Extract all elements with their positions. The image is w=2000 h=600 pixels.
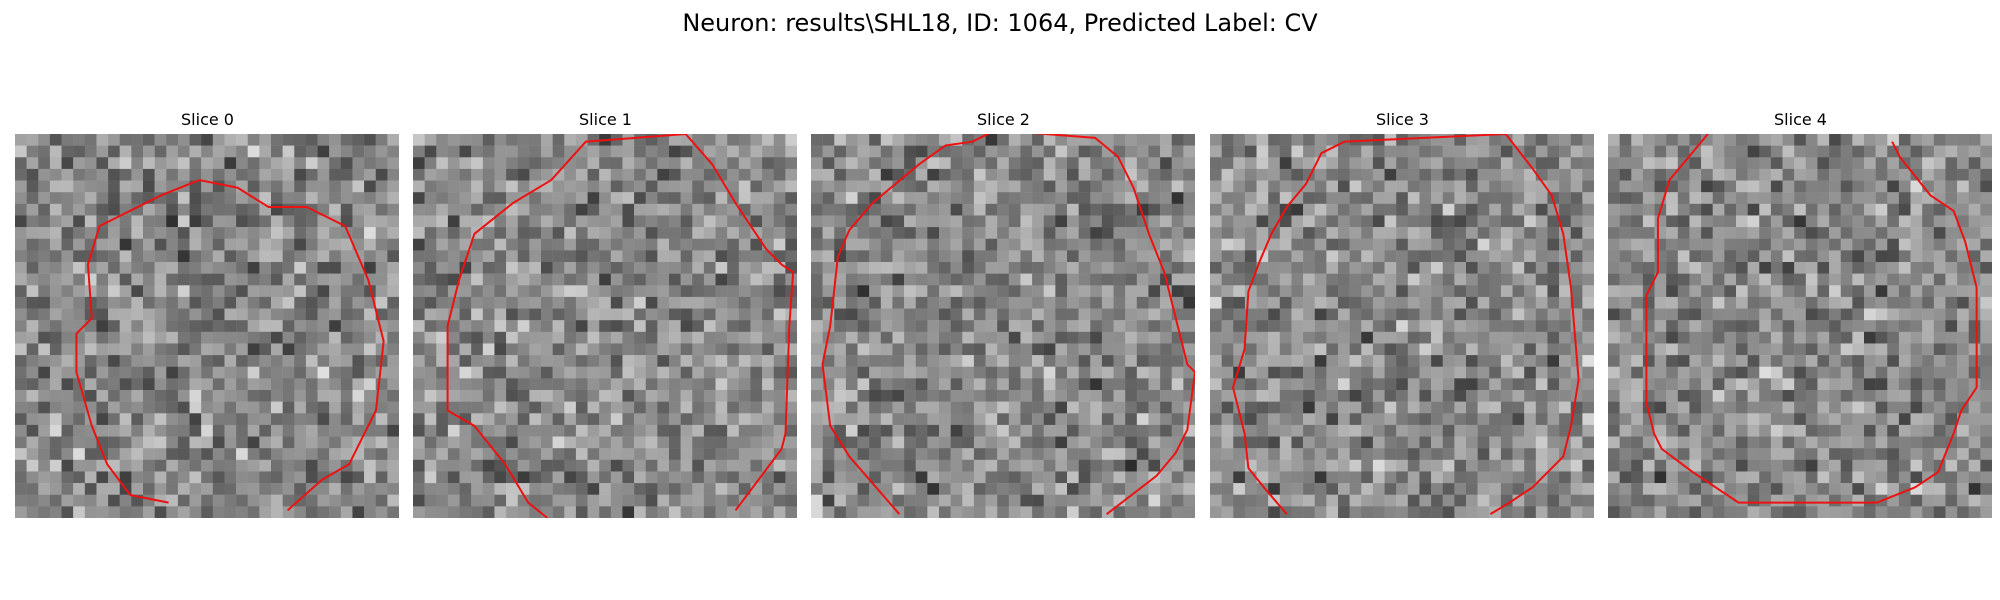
slice-image <box>811 134 1195 518</box>
slice-title: Slice 3 <box>1376 110 1429 129</box>
slice-image <box>15 134 399 518</box>
roi-contour <box>1233 134 1579 514</box>
figure-title: Neuron: results\SHL18, ID: 1064, Predict… <box>682 9 1318 37</box>
slice-image <box>1210 134 1594 518</box>
pixel-grid <box>413 134 797 518</box>
pixel-grid <box>1210 134 1594 518</box>
slice-panel-0: Slice 0 <box>15 110 400 518</box>
roi-contour <box>1646 134 1976 503</box>
pixel-grid <box>811 134 1195 518</box>
slice-panel-1: Slice 1 <box>413 110 798 518</box>
slice-image <box>413 134 797 518</box>
slice-panel-4: Slice 4 <box>1608 110 1993 518</box>
slice-panel-3: Slice 3 <box>1210 110 1595 518</box>
slice-title: Slice 4 <box>1774 110 1827 129</box>
slice-image <box>1608 134 1992 518</box>
slice-panel-2: Slice 2 <box>811 110 1196 518</box>
slice-title: Slice 2 <box>977 110 1030 129</box>
roi-contour <box>76 180 383 510</box>
slice-title: Slice 1 <box>579 110 632 129</box>
roi-contour <box>448 134 794 518</box>
roi-contour <box>823 134 1195 514</box>
pixel-grid <box>15 134 399 518</box>
slice-title: Slice 0 <box>181 110 234 129</box>
